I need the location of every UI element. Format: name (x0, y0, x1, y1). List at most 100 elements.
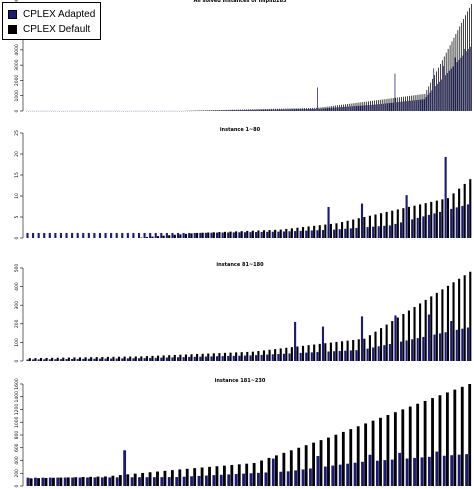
bar-default (352, 339, 355, 361)
bar-adapted (98, 358, 102, 361)
bar-default (407, 96, 408, 111)
bar-adapted (104, 232, 107, 238)
bar-default (232, 109, 234, 111)
bar-default (162, 235, 165, 238)
bar-adapted (210, 232, 213, 238)
bar-adapted (243, 232, 246, 238)
bar-adapted (219, 474, 223, 486)
bar-adapted (327, 206, 330, 238)
bar-default (396, 209, 399, 238)
bar-adapted (422, 336, 425, 361)
bar-adapted (310, 352, 313, 361)
bar-adapted (375, 104, 376, 111)
bar-adapted (204, 475, 208, 486)
bar-default (217, 110, 218, 111)
bar-default (133, 473, 137, 486)
bar-adapted (377, 104, 378, 111)
bar-default (145, 356, 148, 361)
bar-adapted (322, 108, 324, 111)
y-tick-label-4: 1000 (14, 416, 20, 428)
bar-adapted (332, 107, 334, 111)
bar-adapted (182, 357, 185, 361)
bar-default (329, 223, 332, 238)
bar-default (267, 108, 269, 111)
bar-adapted (199, 232, 202, 238)
bar-default (234, 109, 236, 111)
bar-default (416, 403, 420, 486)
bar-default (348, 103, 350, 111)
bar-default (67, 357, 70, 361)
bar-adapted (402, 101, 404, 111)
bar-default (230, 109, 232, 111)
bar-adapted (392, 102, 394, 111)
bar-adapted (346, 106, 347, 111)
bar-adapted (408, 100, 409, 111)
bar-default (389, 98, 391, 111)
bar-default (449, 45, 451, 111)
bar-default (267, 457, 271, 486)
bar-adapted (26, 477, 30, 486)
bar-adapted (383, 345, 386, 361)
bar-default (229, 231, 232, 238)
bar-default (313, 225, 316, 238)
bar-adapted (171, 357, 174, 361)
bar-default (84, 357, 87, 361)
bar-default (452, 282, 455, 361)
bar-adapted (220, 110, 221, 111)
y-tick-label-2: 25 (14, 130, 20, 136)
bar-adapted (264, 109, 266, 111)
bar-adapted (210, 356, 213, 361)
bar-adapted (399, 341, 403, 361)
bar-default (28, 358, 31, 361)
y-tick-label-1: 2000 (14, 75, 20, 87)
bar-default (469, 179, 472, 238)
bar-default (292, 108, 294, 111)
bar-default (184, 354, 188, 361)
bar-default (337, 105, 338, 111)
bar-adapted (288, 231, 291, 238)
bar-adapted (238, 232, 241, 238)
bar-default (310, 107, 311, 111)
bar-default (289, 450, 293, 486)
bar-adapted (330, 107, 332, 111)
bar-adapted (34, 477, 37, 486)
bar-default (240, 109, 242, 111)
bar-adapted (210, 110, 212, 111)
bar-adapted (373, 104, 374, 111)
bar-default (407, 310, 411, 361)
bar-default (118, 475, 122, 486)
bar-adapted (301, 109, 303, 111)
bar-adapted (455, 207, 458, 238)
legend-label-adapted: CPLEX Adapted (23, 8, 96, 20)
bar-adapted (284, 109, 285, 111)
bar-default (212, 232, 215, 238)
bar-adapted (253, 109, 254, 111)
bar-adapted (316, 352, 319, 361)
bar-default (226, 109, 228, 111)
bar-adapted (86, 477, 89, 486)
bar-adapted (333, 351, 336, 361)
bar-default (101, 357, 104, 361)
bar-default (290, 108, 292, 111)
bar-default (207, 110, 209, 111)
bar-adapted (360, 203, 364, 238)
bar-default (423, 400, 427, 486)
bar-adapted (400, 101, 402, 111)
bar-default (441, 60, 443, 111)
bar-adapted (443, 66, 444, 111)
bar-default (275, 455, 278, 486)
bar-default (393, 412, 397, 486)
bar-adapted (138, 477, 141, 486)
bar-default (362, 102, 364, 111)
bar-adapted (93, 477, 97, 486)
bar-default (126, 474, 130, 486)
bar-default (285, 347, 288, 361)
bar-default (435, 200, 438, 238)
bar-adapted (416, 338, 419, 361)
bar-adapted (445, 75, 446, 111)
bar-default (78, 357, 82, 361)
bar-default (343, 104, 344, 111)
bar-adapted (439, 81, 440, 111)
bar-adapted (372, 226, 375, 238)
bar-adapted (462, 55, 464, 111)
